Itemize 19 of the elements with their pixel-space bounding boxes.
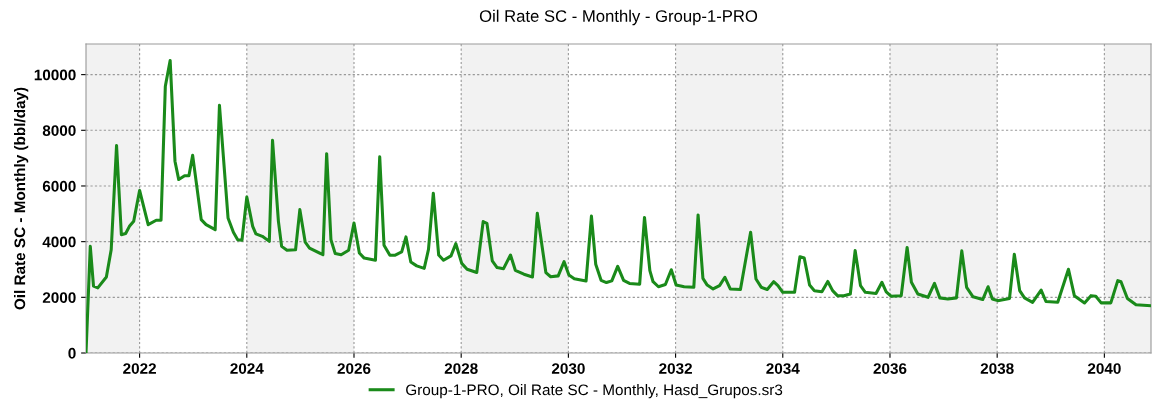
x-tick-label: 2024 [230, 363, 264, 374]
y-tick-label: 10000 [34, 69, 76, 81]
x-tick-label: 2040 [1087, 363, 1121, 374]
chart-title: Oil Rate SC - Monthly - Group-1-PRO [479, 9, 758, 26]
x-tick-label: 2032 [659, 363, 692, 374]
y-axis-title: Oil Rate SC - Monthly (bbl/day) [14, 87, 29, 310]
x-tick-label: 2030 [551, 363, 585, 374]
x-tick-label: 2022 [123, 363, 156, 374]
x-tick-label: 2038 [980, 363, 1014, 374]
y-tick-label: 8000 [42, 125, 76, 136]
y-tick-label: 4000 [42, 236, 76, 248]
legend-label: Group-1-PRO, Oil Rate SC - Monthly, Hasd_Grupos.sr3 [406, 384, 783, 399]
y-tick-label: 0 [68, 347, 76, 359]
y-tick-label: 6000 [42, 180, 76, 192]
x-tick-label: 2034 [766, 363, 800, 374]
x-tick-label: 2036 [873, 363, 907, 374]
x-tick-label: 2028 [444, 363, 478, 374]
y-tick-label: 2000 [42, 292, 76, 304]
x-tick-label: 2026 [337, 363, 371, 374]
